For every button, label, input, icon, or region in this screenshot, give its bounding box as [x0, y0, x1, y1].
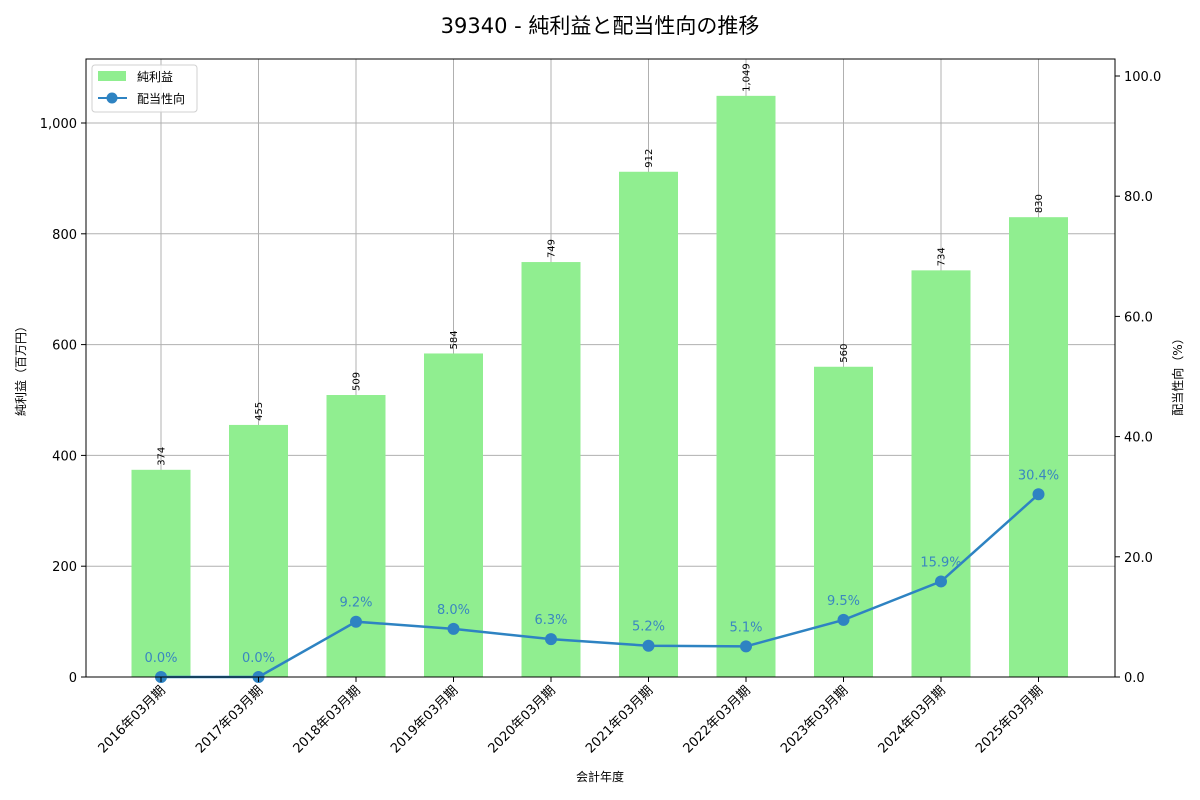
bar	[911, 270, 971, 677]
legend: 純利益 配当性向	[91, 64, 198, 113]
bar	[814, 366, 873, 677]
line-value-label: 6.3%	[534, 613, 567, 628]
left-tick-label: 600	[52, 339, 77, 354]
line-marker	[350, 615, 362, 628]
right-tick-label: 40.0	[1124, 431, 1153, 446]
bar-value-label: 455	[254, 402, 265, 421]
bar-value-label: 374	[157, 447, 168, 466]
line-value-label: 5.2%	[632, 620, 665, 635]
line-marker	[740, 640, 752, 653]
left-tick-label: 0	[69, 671, 77, 686]
x-tick-label: 2020年03月期	[486, 683, 559, 756]
bar	[521, 262, 581, 677]
x-tick-label: 2022年03月期	[681, 683, 754, 756]
legend-label-payout-ratio: 配当性向	[137, 91, 185, 106]
bar	[619, 171, 678, 677]
line-marker	[642, 639, 655, 652]
bar	[1009, 217, 1068, 677]
chart-title: 39340 - 純利益と配当性向の推移	[441, 14, 760, 38]
left-tick-label: 400	[52, 449, 77, 464]
left-tick-label: 200	[52, 560, 77, 575]
line-value-label: 9.2%	[339, 596, 372, 611]
right-y-axis-label: 配当性向（%）	[1170, 332, 1185, 415]
left-tick-label: 1,000	[40, 117, 77, 132]
x-tick-label: 2019年03月期	[388, 683, 461, 756]
legend-line-marker	[106, 92, 118, 104]
x-tick-label: 2018年03月期	[291, 683, 364, 756]
right-tick-label: 20.0	[1124, 551, 1153, 566]
bar-value-label: 560	[839, 344, 850, 363]
left-tick-label: 800	[52, 228, 77, 243]
plot-frame	[85, 58, 1116, 678]
line-value-label: 8.0%	[437, 603, 470, 618]
bar-value-label: 584	[449, 330, 460, 349]
line-value-label: 15.9%	[920, 555, 961, 570]
bar	[131, 469, 191, 677]
bar-value-label: 912	[644, 149, 655, 168]
bar-value-label: 749	[547, 239, 558, 258]
bar-value-label: 734	[937, 247, 948, 266]
bar-value-labels: 374 455 509 584 749 912 1,049 560 734 830	[157, 63, 1046, 466]
x-axis-label: 会計年度	[576, 769, 624, 784]
line-value-label: 9.5%	[827, 594, 860, 609]
x-tick-label: 2021年03月期	[583, 683, 656, 756]
legend-label-net-income: 純利益	[137, 70, 173, 84]
line-value-label: 0.0%	[242, 651, 275, 666]
payout-ratio-line	[161, 493, 1040, 679]
bars-net-income	[131, 95, 1068, 677]
left-y-axis: 0 200 400 600 800 1,000	[40, 117, 86, 686]
line-value-label: 0.0%	[144, 651, 177, 666]
line-marker	[935, 575, 947, 588]
legend-bar-swatch	[98, 71, 126, 81]
line-marker	[545, 633, 557, 646]
bar	[326, 395, 386, 677]
x-axis: 2016年03月期 2017年03月期 2018年03月期 2019年03月期 2020…	[96, 677, 1046, 757]
line-marker	[1032, 488, 1045, 501]
left-y-axis-label: 純利益（百万円）	[14, 320, 28, 416]
x-tick-label: 2025年03月期	[973, 683, 1046, 756]
bar	[229, 424, 288, 677]
bar	[716, 95, 776, 677]
bar-value-label: 509	[352, 372, 363, 391]
right-tick-label: 80.0	[1124, 190, 1153, 205]
line-marker	[837, 613, 850, 626]
right-tick-label: 0.0	[1124, 671, 1145, 686]
line-marker	[447, 622, 460, 635]
line-payout-ratio: 0.0% 0.0% 9.2% 8.0% 6.3% 5.2% 5.1% 9.5% 15.9% 30.…	[144, 468, 1059, 683]
right-tick-label: 60.0	[1124, 310, 1153, 325]
right-y-axis: 0.0 20.0 40.0 60.0 80.0 100.0	[1115, 70, 1161, 686]
right-tick-label: 100.0	[1124, 70, 1161, 85]
line-value-label: 30.4%	[1018, 468, 1059, 483]
bar-value-label: 1,049	[742, 63, 753, 92]
line-value-label: 5.1%	[729, 620, 762, 635]
bar-value-label: 830	[1034, 194, 1045, 213]
x-tick-label: 2023年03月期	[778, 683, 851, 756]
x-tick-label: 2017年03月期	[193, 683, 266, 756]
x-tick-label: 2016年03月期	[96, 683, 169, 756]
x-tick-label: 2024年03月期	[876, 683, 949, 756]
